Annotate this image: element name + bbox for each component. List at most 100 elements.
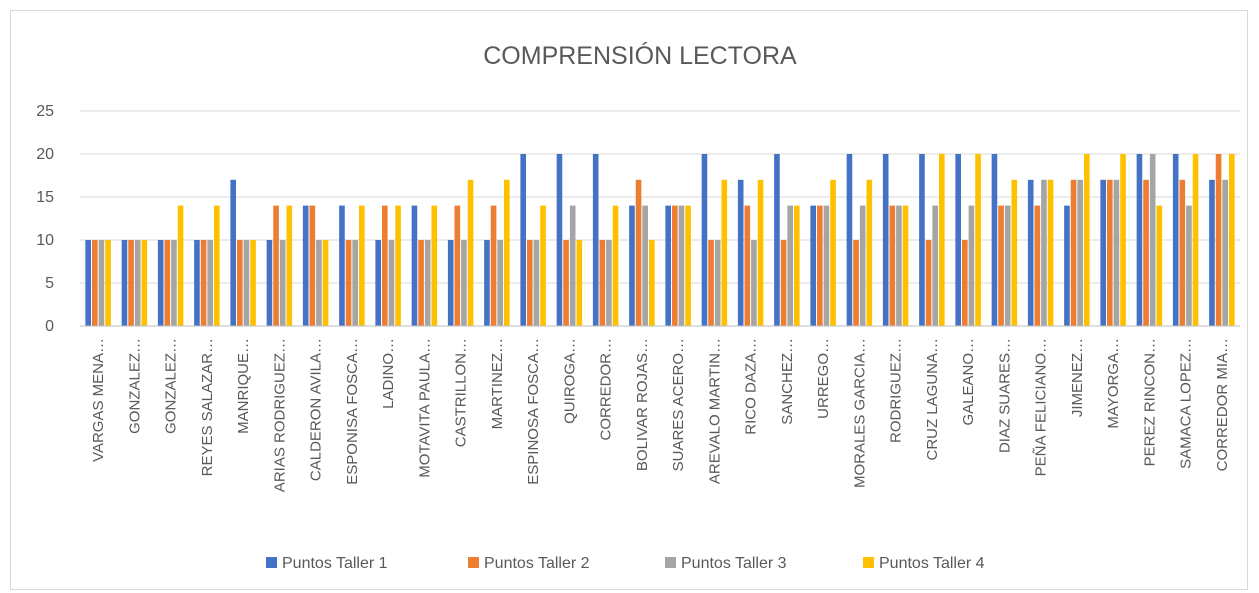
x-tick-label: DIAZ SUARES… (996, 338, 1013, 453)
bar (830, 179, 836, 326)
bar (1179, 179, 1186, 326)
bar (1083, 154, 1090, 326)
bar (316, 240, 322, 326)
bar (230, 179, 237, 326)
bar (975, 154, 981, 326)
legend-swatch (863, 557, 874, 568)
bar (919, 154, 925, 326)
bar (1100, 179, 1107, 326)
bar (273, 205, 279, 326)
bar (540, 205, 546, 326)
bar (1107, 179, 1113, 326)
x-tick-label: MORALES GARCIA… (851, 338, 868, 488)
bar (141, 240, 148, 326)
bar (533, 240, 540, 326)
bar (701, 154, 708, 326)
bar (1120, 154, 1126, 326)
x-tick-label: CORREDOR MIA… (1214, 338, 1231, 471)
bar (194, 240, 200, 326)
bar (744, 205, 751, 326)
bar (1192, 154, 1199, 326)
chart-title: COMPRENSIÓN LECTORA (483, 41, 797, 70)
bar (134, 240, 141, 326)
bar (1027, 179, 1034, 326)
bar (302, 205, 309, 326)
bar (424, 240, 431, 326)
bar (1136, 154, 1143, 326)
y-tick-label: 0 (45, 318, 54, 335)
bar (454, 205, 461, 326)
bar (672, 205, 678, 326)
bar (817, 205, 823, 326)
x-tick-label: PEÑA FELICIANO… (1033, 338, 1050, 476)
x-tick-label: RODRIGUEZ… (888, 338, 905, 443)
x-tick-label: CRUZ LAGUNA… (924, 338, 941, 461)
bar (823, 205, 830, 326)
x-tick-label: GONZALEZ… (126, 338, 143, 434)
y-tick-label: 5 (45, 275, 54, 292)
bar (606, 240, 612, 326)
bar (599, 240, 606, 326)
bar (998, 205, 1004, 326)
bar (1172, 154, 1179, 326)
bar (896, 205, 902, 326)
x-tick-label: ESPONISA FOSCA… (344, 338, 361, 485)
x-tick-label: MOTAVITA PAULA… (416, 338, 433, 478)
bar (1149, 154, 1156, 326)
bar (1004, 205, 1011, 326)
legend-label: Puntos Taller 3 (681, 555, 787, 572)
x-tick-label: CASTRILLON… (453, 338, 470, 447)
bar (85, 240, 92, 326)
y-tick-label: 25 (36, 103, 54, 120)
bar (882, 154, 889, 326)
bar (497, 240, 503, 326)
x-tick-label: SANCHEZ… (779, 338, 796, 425)
legend-label: Puntos Taller 2 (484, 555, 590, 572)
bar (171, 240, 177, 326)
bar (787, 205, 793, 326)
bar (322, 240, 329, 326)
y-tick-label: 20 (36, 146, 54, 163)
bar (962, 240, 968, 326)
bar (678, 205, 685, 326)
bar (1186, 205, 1192, 326)
bar (1041, 179, 1047, 326)
bar (955, 154, 962, 326)
bar (382, 205, 388, 326)
x-tick-label: VARGAS MENA… (90, 338, 107, 462)
bar (207, 240, 213, 326)
legend-swatch (665, 557, 676, 568)
y-tick-label: 10 (36, 232, 54, 249)
x-tick-label: MANRIQUE… (235, 338, 252, 434)
bar (576, 240, 583, 326)
bar (467, 179, 474, 326)
bar (375, 240, 382, 326)
bar (721, 179, 728, 326)
bar (461, 240, 467, 326)
bar (991, 154, 998, 326)
bar (1077, 179, 1083, 326)
bar (484, 240, 490, 326)
bar (395, 205, 401, 326)
x-tick-label: GONZALEZ… (163, 338, 180, 434)
bar (411, 205, 418, 326)
bar (121, 240, 128, 326)
bar (714, 240, 721, 326)
bar (1113, 179, 1120, 326)
bar (243, 240, 250, 326)
x-tick-label: AREVALO MARTIN… (706, 338, 723, 484)
bar (846, 154, 853, 326)
bar (250, 240, 256, 326)
bar (556, 154, 563, 326)
bar (490, 205, 497, 326)
bar (1215, 154, 1222, 326)
bar (612, 205, 619, 326)
bar (309, 205, 316, 326)
x-tick-label: ESPINOSA FOSCA… (525, 338, 542, 485)
bar (1011, 179, 1018, 326)
x-tick-label: REYES SALAZAR… (199, 338, 216, 476)
bar (92, 240, 98, 326)
x-tick-label: LADINO… (380, 338, 397, 409)
bar (853, 240, 859, 326)
bar (938, 154, 945, 326)
